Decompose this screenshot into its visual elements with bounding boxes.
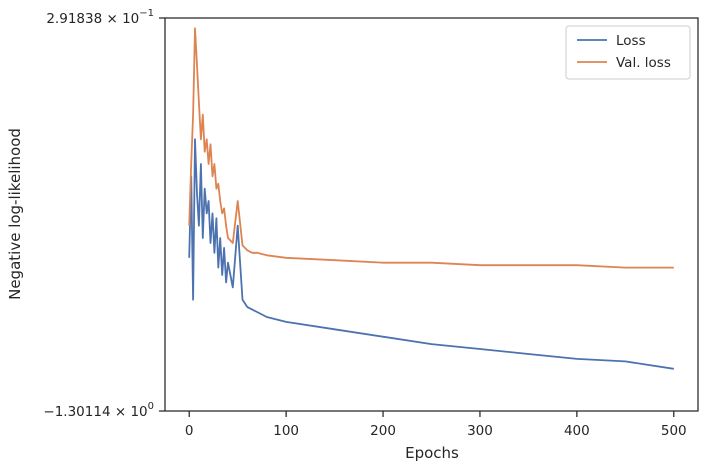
x-tick-label-400: 400 [564,423,590,439]
y-tick-label-top-times: × 10 [102,11,139,27]
x-tick-label-100: 100 [273,423,299,439]
legend-label-val-loss: Val. loss [616,55,671,71]
y-tick-label-bottom: −1.30114 × 100 [43,401,154,420]
y-tick-label-bottom-exponent: 0 [148,401,154,412]
x-tick-label-0: 0 [185,423,194,439]
series-line-val-loss [188,27,674,269]
plot-area [164,17,699,412]
x-axis-ticks: 0 100 200 300 400 500 [185,411,687,439]
y-tick-label-bottom-mantissa: −1.30114 [43,404,110,420]
y-tick-label-top: 2.91838 × 10−1 [46,8,154,27]
legend: Loss Val. loss [565,25,691,80]
y-tick-label-top-mantissa: 2.91838 [46,11,102,27]
y-axis-title: Negative log-likelihood [6,128,24,300]
legend-label-loss: Loss [616,33,646,49]
x-tick-label-500: 500 [661,423,687,439]
series-line-loss [188,138,674,370]
plot-frame [164,17,699,412]
x-axis-title: Epochs [405,444,459,462]
y-axis-ticks: 2.91838 × 10−1 −1.30114 × 100 [43,8,165,420]
x-tick-label-200: 200 [370,423,396,439]
series-layer [188,27,674,370]
y-tick-label-bottom-times: × 10 [111,404,148,420]
x-tick-label-300: 300 [467,423,493,439]
y-tick-label-top-exponent: −1 [139,8,154,19]
